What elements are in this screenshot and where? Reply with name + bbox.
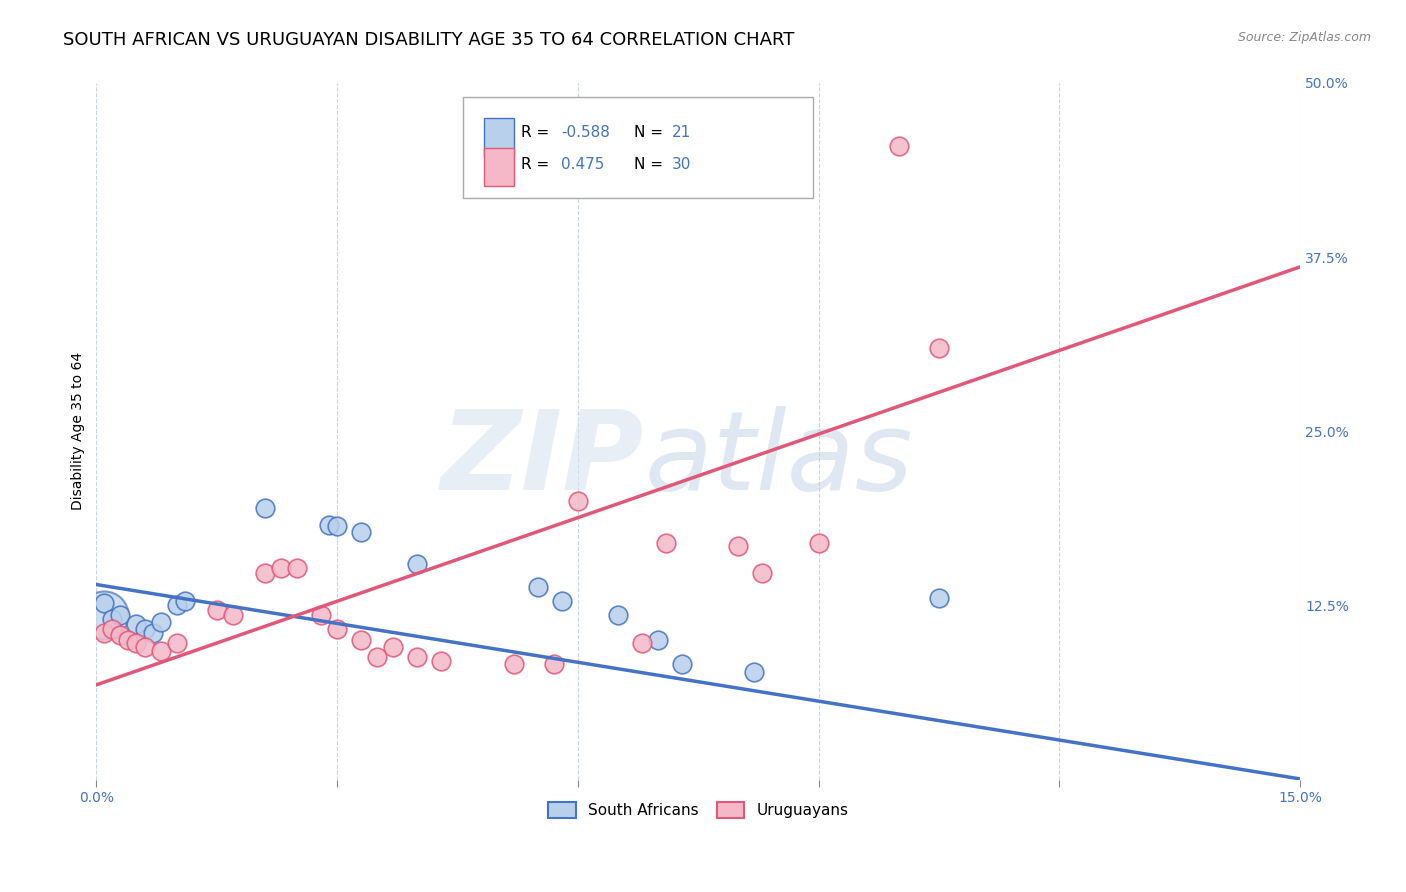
Point: [205, 602, 228, 616]
Point: [110, 628, 132, 642]
Point: [93, 596, 115, 610]
Point: [326, 622, 349, 636]
Text: atlas: atlas: [644, 406, 912, 513]
Point: [406, 650, 429, 665]
FancyBboxPatch shape: [464, 97, 813, 198]
Text: 0.475: 0.475: [561, 158, 605, 172]
Point: [101, 612, 124, 626]
Point: [430, 654, 453, 668]
Point: [166, 599, 188, 613]
Point: [744, 665, 766, 680]
Point: [366, 650, 388, 665]
Point: [270, 561, 292, 575]
Point: [117, 633, 139, 648]
Text: Source: ZipAtlas.com: Source: ZipAtlas.com: [1237, 31, 1371, 45]
Text: -0.588: -0.588: [561, 125, 610, 140]
Point: [350, 633, 373, 648]
Point: [502, 657, 524, 671]
Point: [309, 608, 332, 623]
Text: N =: N =: [634, 158, 668, 172]
Point: [134, 640, 156, 655]
Point: [655, 535, 678, 549]
Point: [751, 566, 773, 581]
Point: [134, 622, 156, 636]
Point: [382, 640, 405, 655]
Point: [149, 644, 172, 658]
Point: [928, 341, 950, 355]
Legend: South Africans, Uruguayans: South Africans, Uruguayans: [541, 796, 855, 824]
Text: R =: R =: [522, 125, 554, 140]
Point: [149, 615, 172, 629]
Point: [807, 535, 830, 549]
FancyBboxPatch shape: [484, 118, 515, 156]
Point: [101, 622, 124, 636]
Point: [285, 561, 308, 575]
Point: [318, 517, 340, 532]
Point: [350, 524, 373, 539]
Text: 30: 30: [672, 158, 692, 172]
Point: [173, 594, 195, 608]
Point: [93, 626, 115, 640]
Point: [551, 594, 574, 608]
Point: [671, 657, 693, 671]
Point: [110, 608, 132, 623]
Y-axis label: Disability Age 35 to 64: Disability Age 35 to 64: [72, 352, 86, 510]
Point: [543, 657, 565, 671]
Point: [253, 500, 276, 515]
Point: [93, 608, 115, 623]
Point: [607, 608, 630, 623]
Text: R =: R =: [522, 158, 560, 172]
Text: ZIP: ZIP: [440, 406, 644, 513]
Point: [326, 519, 349, 533]
Point: [406, 557, 429, 571]
Point: [567, 494, 589, 508]
Point: [141, 626, 163, 640]
Point: [727, 539, 749, 553]
Point: [631, 636, 654, 650]
Point: [526, 580, 548, 594]
Point: [166, 636, 188, 650]
Point: [253, 566, 276, 581]
Point: [125, 616, 148, 631]
Point: [887, 138, 910, 153]
Text: SOUTH AFRICAN VS URUGUAYAN DISABILITY AGE 35 TO 64 CORRELATION CHART: SOUTH AFRICAN VS URUGUAYAN DISABILITY AG…: [63, 31, 794, 49]
Text: 21: 21: [672, 125, 690, 140]
Point: [647, 633, 669, 648]
Point: [928, 591, 950, 606]
Point: [125, 636, 148, 650]
Text: N =: N =: [634, 125, 668, 140]
FancyBboxPatch shape: [484, 148, 515, 186]
Point: [222, 608, 245, 623]
